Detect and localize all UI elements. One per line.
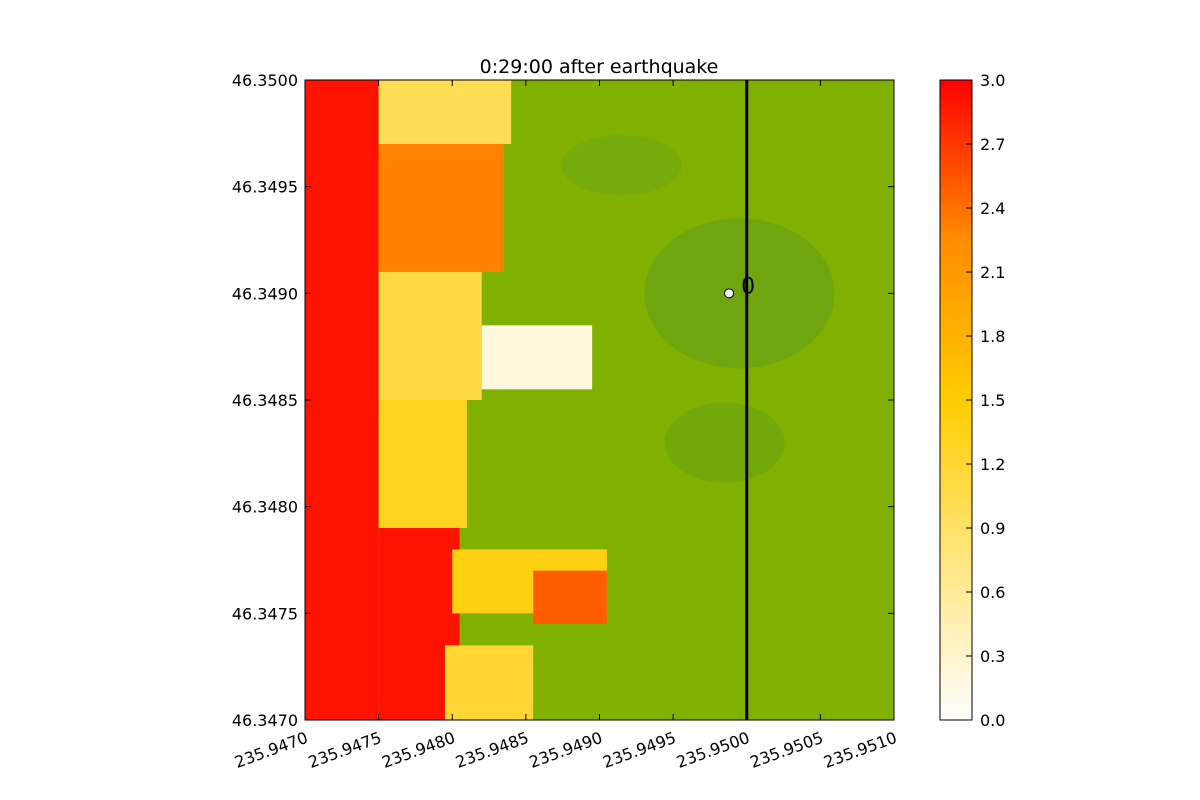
colorbar-tick-label: 2.1: [980, 263, 1005, 282]
flood-region: [444, 645, 534, 720]
flood-region: [378, 400, 467, 528]
flood-region: [378, 272, 482, 400]
y-tick-label: 46.3495: [232, 178, 298, 197]
colorbar-tick-label: 2.4: [980, 199, 1005, 218]
x-tick-label: 235.9470: [232, 728, 310, 772]
gauge-marker: [724, 288, 735, 299]
flood-region: [533, 570, 607, 624]
y-tick-label: 46.3500: [232, 71, 298, 90]
x-tick-label: 235.9490: [527, 728, 605, 772]
chart-title: 0:29:00 after earthquake: [480, 56, 719, 78]
flood-region: [305, 80, 379, 720]
land-shading: [561, 135, 682, 196]
flood-region: [378, 80, 512, 144]
y-axis: 46.3470 46.3475 46.3480 46.3485 46.3490 46.34…: [232, 71, 894, 730]
x-tick-label: 235.9495: [600, 728, 678, 772]
colorbar-tick-label: 3.0: [980, 71, 1005, 90]
plot-area: [305, 80, 894, 720]
x-tick-label: 235.9475: [306, 728, 384, 772]
colorbar: 0.0 0.3 0.6 0.9 1.2 1.5 1.8 2.1 2.4 2.7 3.0: [939, 71, 1005, 730]
x-tick-label: 235.9500: [674, 728, 752, 772]
flood-region: [481, 325, 593, 390]
y-tick-label: 46.3470: [232, 711, 298, 730]
colorbar-tick-label: 0.3: [980, 647, 1005, 666]
y-tick-label: 46.3480: [232, 498, 298, 517]
colorbar-tick-label: 0.0: [980, 711, 1005, 730]
colorbar-tick-label: 0.9: [980, 519, 1005, 538]
x-tick-label: 235.9510: [821, 728, 899, 772]
colorbar-tick-label: 0.6: [980, 583, 1005, 602]
y-tick-label: 46.3485: [232, 391, 298, 410]
gauge-label: 0: [741, 274, 755, 299]
land-shading: [664, 402, 785, 483]
colorbar-tick-label: 1.2: [980, 455, 1005, 474]
x-tick-label: 235.9480: [379, 728, 457, 772]
x-tick-label: 235.9505: [748, 728, 826, 772]
colorbar-tick-label: 1.5: [980, 391, 1005, 410]
x-tick-label: 235.9485: [453, 728, 531, 772]
colorbar-tick-label: 1.8: [980, 327, 1005, 346]
y-tick-label: 46.3490: [232, 284, 298, 303]
flood-region: [378, 144, 504, 272]
y-tick-label: 46.3475: [232, 604, 298, 623]
land-shading: [644, 218, 835, 369]
colorbar-tick-label: 2.7: [980, 135, 1005, 154]
